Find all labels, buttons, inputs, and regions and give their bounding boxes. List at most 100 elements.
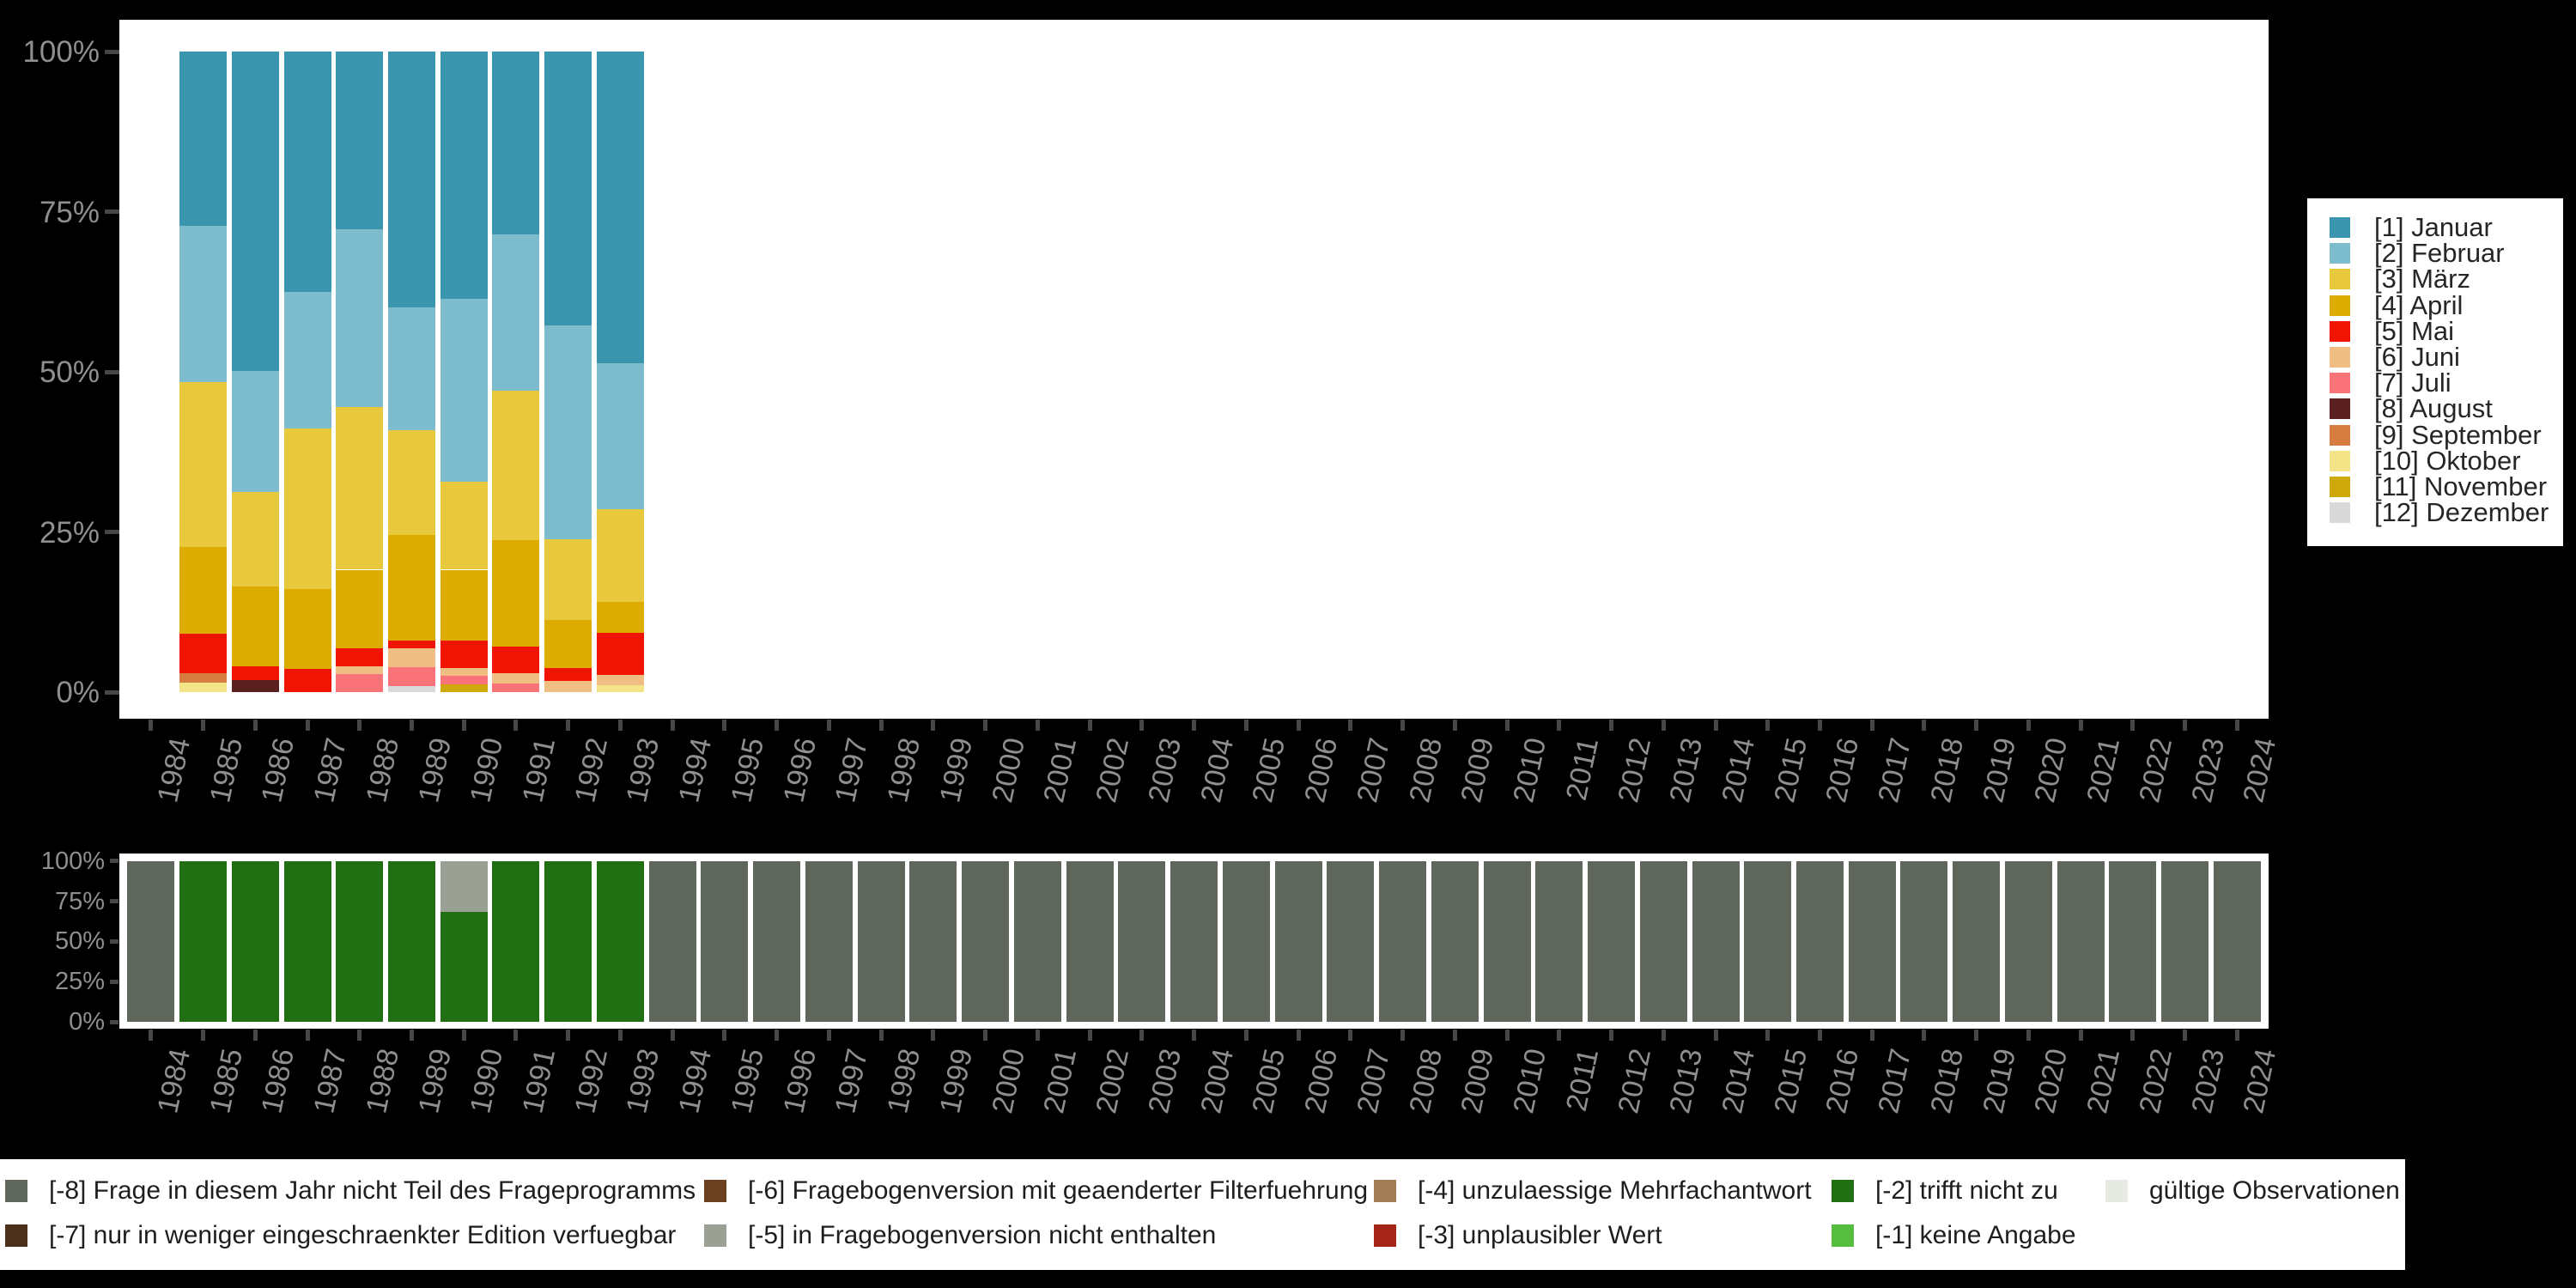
x-axis-label-2008: 2008 — [1402, 1046, 1449, 1116]
x-axis-tick — [670, 1030, 675, 1041]
x-axis-tick — [1296, 1030, 1301, 1041]
x-axis-tick — [1817, 720, 1822, 731]
x-axis-label-2017: 2017 — [1872, 1046, 1918, 1116]
bar-1991-segment-6 — [492, 673, 540, 684]
codes-legend-label--1: [-1] keine Angabe — [1875, 1221, 2076, 1249]
x-axis-label-2021: 2021 — [2081, 735, 2127, 805]
bar-1985-segment-3 — [179, 381, 228, 548]
bar-2003-segment--8 — [1118, 860, 1166, 1022]
x-axis-tick — [1817, 1030, 1822, 1041]
x-axis-tick — [1087, 720, 1092, 731]
bar-1987-segment--2 — [283, 860, 331, 1022]
x-axis-label-2012: 2012 — [1611, 735, 1657, 805]
bar-1990-segment-11 — [440, 684, 488, 692]
bar-1984-segment--8 — [127, 860, 175, 1022]
bar-1989-segment-3 — [388, 429, 435, 536]
x-axis-label-1986: 1986 — [255, 1046, 301, 1116]
bar-2007-segment--8 — [1327, 860, 1375, 1022]
bar-2024-segment--8 — [2213, 860, 2261, 1022]
x-axis-tick — [513, 1030, 519, 1041]
x-axis-tick — [2183, 1030, 2188, 1041]
x-axis-label-2014: 2014 — [1716, 735, 1762, 805]
bar-1990-segment-5 — [440, 641, 488, 668]
legend-swatch-month-9 — [2330, 424, 2350, 446]
x-axis-label-2002: 2002 — [1090, 735, 1136, 805]
bar-2016-segment--8 — [1795, 860, 1844, 1022]
bar-1989-segment-6 — [388, 648, 435, 667]
y-axis-tick — [110, 939, 118, 944]
codes-legend-label--8: [-8] Frage in diesem Jahr nicht Teil des… — [49, 1176, 696, 1205]
legend-item-month-10: [10] Oktober — [2307, 447, 2563, 474]
x-axis-label-1985: 1985 — [203, 735, 249, 805]
x-axis-label-2010: 2010 — [1507, 1046, 1553, 1116]
x-axis-label-1990: 1990 — [464, 735, 510, 805]
x-axis-tick — [461, 720, 466, 731]
bar-1989-segment--2 — [388, 860, 435, 1022]
y-axis-tick — [105, 530, 119, 534]
x-axis-tick — [566, 1030, 571, 1041]
x-axis-label-2007: 2007 — [1351, 1046, 1396, 1116]
bar-1997-segment--8 — [805, 860, 853, 1022]
y-axis-label: 0% — [56, 676, 100, 709]
bar-1993-segment-10 — [596, 684, 644, 692]
x-axis-tick — [1974, 720, 1979, 731]
codes-legend-label-valid: gültige Observationen — [2149, 1176, 2400, 1205]
x-axis-tick — [2130, 1030, 2136, 1041]
bar-2011-segment--8 — [1535, 860, 1583, 1022]
bar-1990-segment--5 — [440, 860, 488, 912]
x-axis-label-2002: 2002 — [1090, 1046, 1136, 1116]
missing-codes-legend: [-8] Frage in diesem Jahr nicht Teil des… — [0, 1159, 2405, 1270]
x-axis-tick — [1713, 1030, 1718, 1041]
y-axis-tick — [110, 979, 118, 984]
bar-1990-segment-1 — [440, 52, 488, 299]
legend-item-month-6: [6] Juni — [2307, 343, 2563, 370]
bar-1986-segment-3 — [231, 492, 279, 586]
bar-1986-segment-8 — [231, 679, 279, 692]
x-axis-label-1991: 1991 — [516, 1046, 562, 1116]
x-axis-label-1995: 1995 — [725, 735, 771, 805]
bar-1987-segment-3 — [283, 428, 331, 589]
legend-item-month-12: [12] Dezember — [2307, 499, 2563, 526]
x-axis-label-1998: 1998 — [881, 735, 927, 805]
bar-1993-segment-3 — [596, 508, 644, 602]
legend-label-month-7: [7] Juli — [2374, 368, 2451, 398]
x-axis-tick — [357, 720, 362, 731]
x-axis-tick — [201, 720, 206, 731]
bar-1985-segment-2 — [179, 225, 228, 382]
y-axis-label: 75% — [54, 887, 105, 915]
x-axis-tick — [252, 720, 258, 731]
codes-legend-swatch--8 — [5, 1180, 27, 1202]
codes-legend-label--6: [-6] Fragebogenversion mit geaenderter F… — [748, 1176, 1369, 1205]
bar-1991-segment-2 — [492, 234, 540, 392]
x-axis-tick — [1348, 720, 1353, 731]
legend-item-month-2: [2] Februar — [2307, 240, 2563, 266]
bar-1993-segment-5 — [596, 633, 644, 675]
legend-label-month-1: [1] Januar — [2374, 212, 2493, 242]
bar-2018-segment--8 — [1900, 860, 1948, 1022]
legend-label-month-9: [9] September — [2374, 419, 2542, 450]
x-axis-label-2023: 2023 — [2184, 735, 2231, 805]
legend-label-month-2: [2] Februar — [2374, 238, 2505, 269]
x-axis-tick — [2234, 1030, 2239, 1041]
bar-1993-segment-4 — [596, 601, 644, 634]
bar-1992-segment-4 — [544, 620, 592, 669]
x-axis-label-1998: 1998 — [881, 1046, 927, 1116]
bar-2002-segment--8 — [1066, 860, 1114, 1022]
bar-1988-segment-4 — [336, 569, 384, 649]
bar-2021-segment--8 — [2057, 860, 2105, 1022]
x-axis-tick — [1974, 1030, 1979, 1041]
x-axis-tick — [1192, 1030, 1197, 1041]
x-axis-tick — [1035, 720, 1040, 731]
bar-1989-segment-5 — [388, 640, 435, 649]
bar-1987-segment-1 — [283, 52, 331, 293]
y-axis-tick — [105, 369, 119, 374]
bar-2017-segment--8 — [1848, 860, 1896, 1022]
x-axis-tick — [1557, 1030, 1562, 1041]
x-axis-tick — [1139, 1030, 1145, 1041]
bar-2015-segment--8 — [1744, 860, 1792, 1022]
x-axis-tick — [2078, 1030, 2083, 1041]
x-axis-label-2006: 2006 — [1298, 1046, 1345, 1116]
bar-2020-segment--8 — [2004, 860, 2052, 1022]
x-axis-label-1990: 1990 — [464, 1046, 510, 1116]
bar-1991-segment-7 — [492, 683, 540, 692]
